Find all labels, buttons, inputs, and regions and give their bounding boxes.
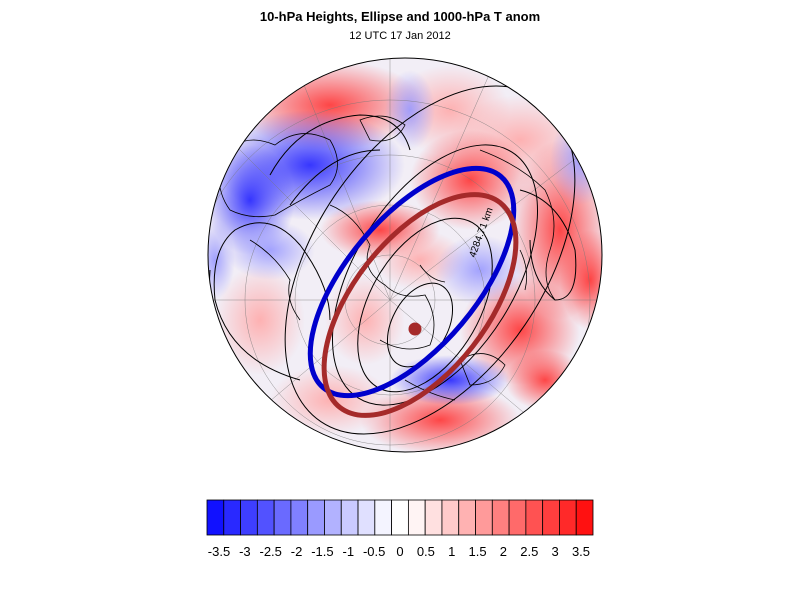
colorbar-tick-label: 1.5 — [469, 544, 487, 559]
map-title: 10-hPa Heights, Ellipse and 1000-hPa T a… — [259, 9, 541, 24]
colorbar-tick-label: -3.5 — [208, 544, 230, 559]
colorbar-tick-label: -2.5 — [260, 544, 282, 559]
colorbar-tick-label: -2 — [291, 544, 303, 559]
colorbar-tick-label: 0.5 — [417, 544, 435, 559]
red-ellipse — [321, 192, 519, 418]
colorbar-tick-label: 3.5 — [572, 544, 590, 559]
colorbar-swatch — [324, 499, 342, 536]
ellipse-center-marker — [408, 322, 422, 336]
colorbar-swatch — [357, 499, 376, 536]
colorbar-swatch — [374, 499, 393, 536]
colorbar-tick-label: 1 — [448, 544, 455, 559]
blue-ellipse — [307, 165, 517, 399]
globe-outline — [207, 57, 603, 453]
colorbar-tick-label: 0 — [396, 544, 403, 559]
colorbar-swatch — [491, 499, 510, 536]
colorbar-swatch — [407, 499, 426, 536]
map-subtitle: 12 UTC 17 Jan 2012 — [349, 30, 451, 42]
colorbar-tick-label: -3 — [239, 544, 251, 559]
colorbar-swatch — [391, 499, 409, 536]
colorbar-swatch — [206, 499, 225, 536]
colorbar-swatch — [340, 499, 359, 536]
colorbar-swatch — [559, 499, 577, 536]
colorbar-swatch — [223, 499, 241, 536]
colorbar-tick-label: -0.5 — [363, 544, 385, 559]
colorbar-swatch — [458, 499, 476, 536]
colorbar-swatch — [575, 499, 594, 536]
colorbar-swatch — [273, 499, 292, 536]
colorbar-swatch — [424, 499, 443, 536]
colorbar-tick-label: 3 — [552, 544, 559, 559]
colorbar-swatch — [441, 499, 460, 536]
colorbar-swatch — [508, 499, 527, 536]
colorbar-tick-label: -1 — [343, 544, 355, 559]
colorbar-swatch — [542, 499, 560, 536]
colorbar-tick-label: 2.5 — [520, 544, 538, 559]
colorbar-tick-label: -1.5 — [311, 544, 333, 559]
colorbar-swatch — [307, 499, 325, 536]
colorbar-swatch — [240, 499, 258, 536]
colorbar-swatch — [525, 499, 544, 536]
colorbar-swatch — [290, 499, 309, 536]
colorbar-swatch — [475, 499, 493, 536]
colorbar-tick-label: 2 — [500, 544, 507, 559]
colorbar-swatch — [256, 499, 275, 536]
